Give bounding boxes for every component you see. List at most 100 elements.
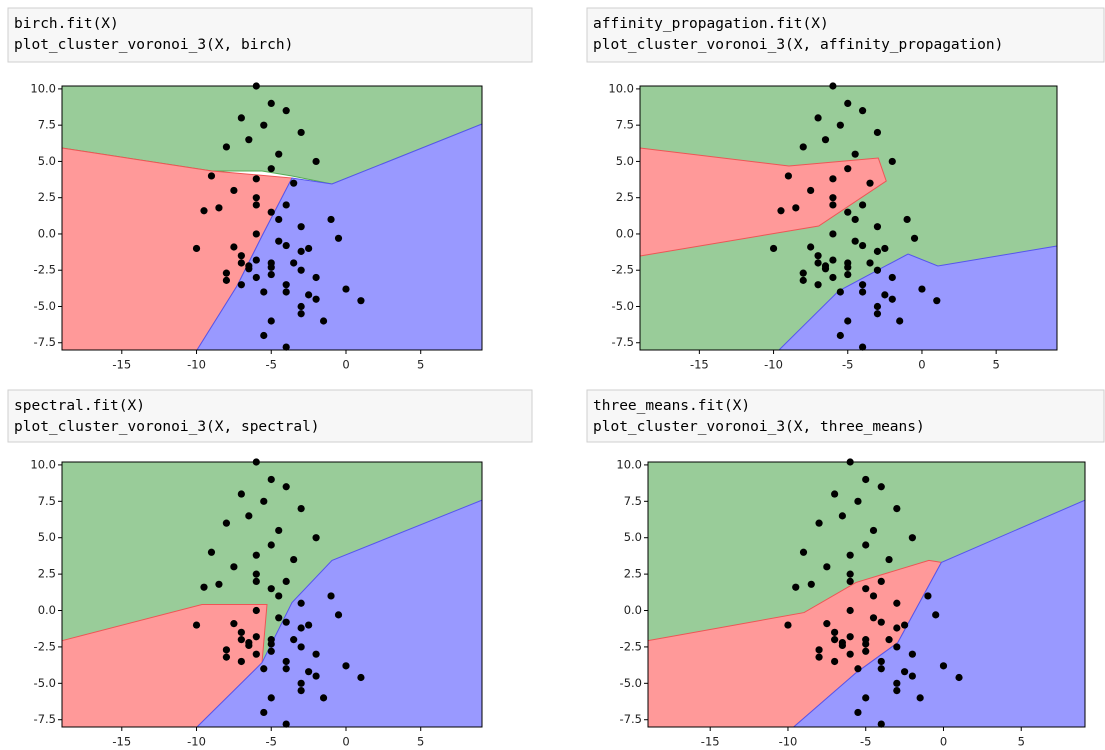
data-point [245, 512, 253, 520]
data-point [873, 247, 882, 255]
data-point [838, 512, 846, 520]
data-point [836, 288, 844, 296]
y-tick-label: 5.0 [38, 530, 56, 544]
data-point [252, 273, 260, 282]
x-tick-label: 0 [940, 735, 947, 749]
data-point [222, 653, 231, 661]
data-point [230, 186, 238, 195]
x-tick-label: 0 [918, 358, 925, 372]
data-point [290, 259, 298, 267]
data-point [252, 650, 260, 658]
y-tick-label: -2.5 [612, 263, 634, 277]
data-point [823, 620, 831, 628]
data-point [267, 541, 275, 549]
data-point [893, 599, 901, 607]
data-point [230, 243, 238, 251]
data-point [267, 694, 275, 702]
y-tick-label: -5.0 [620, 676, 642, 690]
x-tick-label: 5 [1018, 735, 1025, 749]
data-point [260, 708, 268, 717]
data-point [252, 256, 260, 264]
notebook-cell: three_means.fit(X) plot_cluster_voronoi_3… [586, 389, 1105, 749]
data-point [334, 611, 343, 619]
data-point [267, 317, 275, 325]
data-point [290, 636, 298, 644]
data-point [312, 273, 320, 282]
data-point [342, 662, 350, 670]
code-line: three_means.fit(X) [593, 398, 750, 414]
data-point [821, 136, 830, 144]
data-point [866, 179, 874, 187]
data-point [267, 270, 275, 279]
data-point [799, 143, 807, 151]
data-point [282, 665, 290, 673]
data-point [312, 672, 320, 680]
data-point [237, 636, 245, 644]
data-point [297, 643, 305, 651]
y-tick-label: 5.0 [38, 154, 56, 168]
data-point [854, 708, 862, 717]
data-point [267, 208, 275, 216]
data-point [237, 281, 245, 289]
data-point [846, 551, 854, 559]
data-point [222, 143, 231, 151]
data-point [829, 175, 837, 183]
data-point [207, 172, 216, 180]
data-point [245, 265, 253, 273]
y-tick-label: 7.5 [38, 494, 56, 508]
y-tick-label: 5.0 [624, 530, 642, 544]
data-point [230, 563, 238, 571]
data-point [873, 266, 882, 274]
data-point [297, 223, 305, 231]
data-point [260, 665, 268, 673]
data-point [908, 672, 916, 680]
x-tick-label: -5 [842, 358, 853, 372]
x-tick-label: 5 [417, 358, 424, 372]
data-point [290, 179, 298, 187]
data-point [829, 194, 837, 202]
data-point [881, 291, 889, 299]
data-point [252, 606, 260, 615]
data-point [792, 204, 800, 212]
voronoi-plot: 10.0 7.5 5.0 2.5 0.0 -2.5 -5.0 -7.5 -15 -10 -5 0 5 [30, 81, 483, 372]
data-point [282, 201, 290, 209]
code-line: plot_cluster_voronoi_3(X, birch) [14, 37, 293, 53]
data-point [858, 288, 867, 296]
data-point [873, 128, 882, 137]
data-point [893, 686, 901, 695]
x-tick-label: -15 [112, 358, 131, 372]
data-point [792, 583, 800, 591]
y-tick-label: -7.5 [612, 335, 634, 349]
data-point [893, 643, 901, 651]
data-point [877, 657, 885, 666]
data-point [282, 343, 290, 351]
x-tick-label: -5 [860, 735, 871, 749]
data-point [237, 490, 245, 498]
data-point [215, 204, 223, 212]
y-tick-label: 7.5 [38, 118, 56, 132]
data-point [881, 244, 889, 253]
data-point [939, 662, 948, 670]
data-point [815, 519, 823, 527]
data-point [851, 150, 859, 158]
data-point [901, 621, 909, 629]
data-point [252, 633, 260, 641]
code-line: affinity_propagation.fit(X) [593, 16, 829, 32]
y-tick-label: -5.0 [34, 676, 56, 690]
x-tick-label: -15 [690, 358, 709, 372]
data-point [260, 331, 268, 340]
y-tick-label: -2.5 [34, 263, 56, 277]
axes-frame [647, 461, 1086, 728]
data-point [869, 592, 878, 600]
code-line: plot_cluster_voronoi_3(X, three_means) [593, 419, 925, 435]
data-point [282, 483, 290, 491]
data-point [252, 570, 260, 578]
code-line: plot_cluster_voronoi_3(X, spectral) [14, 419, 320, 435]
data-point [815, 646, 823, 654]
data-point [252, 194, 260, 202]
data-point [260, 288, 268, 296]
x-tick-label: 5 [992, 358, 999, 372]
data-point [282, 720, 290, 728]
code-cell [7, 389, 533, 443]
